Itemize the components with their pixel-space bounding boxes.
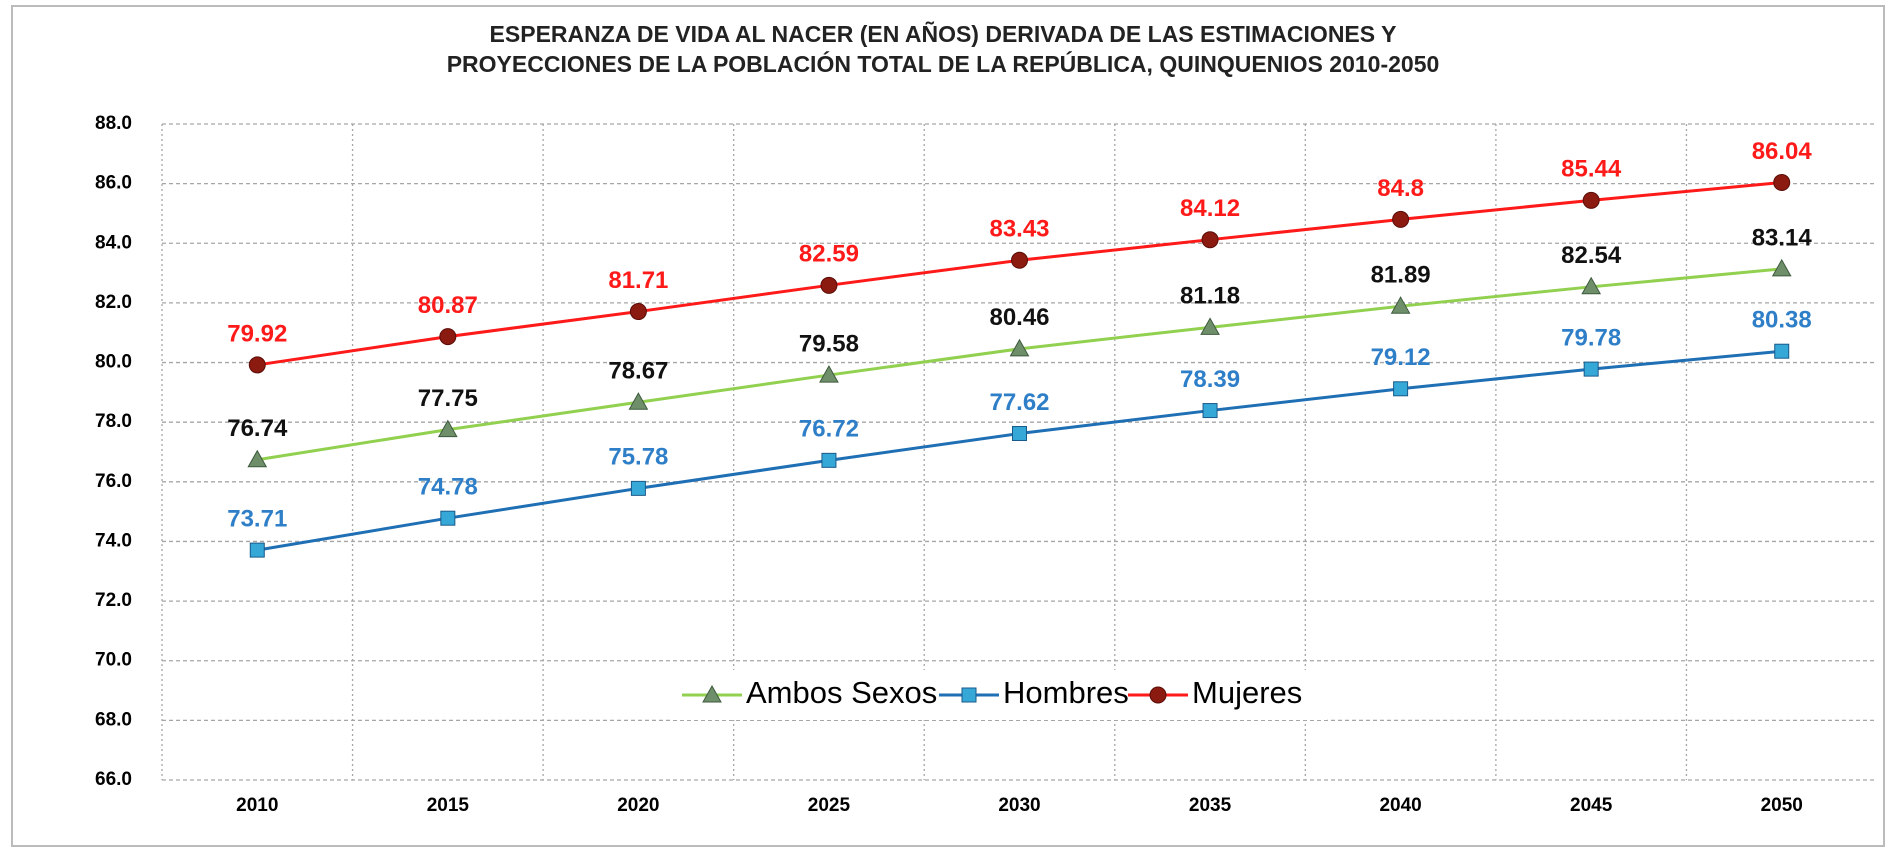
x-tick-label: 2040 [1379,795,1421,816]
chart-title: PROYECCIONES DE LA POBLACIÓN TOTAL DE LA… [447,50,1440,77]
data-label: 76.74 [227,415,288,442]
marker [1202,403,1218,419]
y-tick-label: 66.0 [95,769,132,790]
y-tick-label: 76.0 [95,471,132,492]
data-label: 73.71 [227,505,287,532]
marker [819,365,839,383]
marker [1201,231,1219,249]
x-tick-label: 2050 [1761,795,1803,816]
data-label: 85.44 [1561,156,1622,183]
marker [630,480,646,496]
marker [1011,251,1028,269]
y-tick-label: 78.0 [95,411,132,432]
marker [629,303,647,321]
marker [1773,173,1791,191]
marker [248,356,266,374]
marker [628,392,649,410]
y-tick-label: 68.0 [95,709,132,730]
data-label: 79.78 [1561,324,1621,351]
legend-label: Ambos Sexos [746,675,937,710]
marker [1200,317,1220,335]
marker [1393,381,1409,397]
data-label: 75.78 [608,444,668,471]
marker [702,684,722,703]
marker [1581,276,1602,295]
x-tick-label: 2015 [427,795,470,816]
data-label: 77.75 [418,385,478,412]
marker [1771,258,1792,277]
y-tick-label: 70.0 [95,650,132,671]
data-label: 77.62 [989,389,1049,416]
chart-title: ESPERANZA DE VIDA AL NACER (EN AÑOS) DER… [490,20,1397,47]
legend-label: Hombres [1003,675,1129,710]
x-tick-label: 2030 [998,795,1040,816]
marker [1582,191,1600,209]
data-label: 76.72 [799,416,859,443]
x-tick-label: 2045 [1570,795,1613,816]
marker [1012,426,1027,442]
marker [437,419,458,438]
y-tick-label: 84.0 [95,232,132,253]
marker [1583,361,1599,377]
data-label: 83.43 [989,216,1049,243]
data-label: 78.67 [608,358,668,385]
marker [1774,343,1790,359]
y-tick-label: 88.0 [95,113,132,134]
data-label: 79.58 [799,330,859,357]
marker [1390,296,1411,314]
marker [821,452,837,468]
data-label: 84.8 [1377,175,1424,202]
y-tick-label: 74.0 [95,530,132,551]
legend-label: Mujeres [1192,675,1302,710]
x-tick-label: 2025 [808,795,851,816]
data-label: 81.18 [1180,283,1240,310]
y-tick-label: 80.0 [95,352,132,373]
data-label: 81.89 [1371,262,1431,289]
x-tick-label: 2035 [1189,795,1232,816]
marker [961,687,977,703]
marker [1009,338,1030,357]
legend: Ambos Sexos Hombres Mujeres [672,670,1327,720]
data-label: 80.38 [1752,307,1812,334]
data-label: 80.87 [418,292,478,319]
y-tick-label: 82.0 [95,292,132,313]
data-label: 84.12 [1180,195,1240,222]
marker [439,328,457,346]
legend-box [672,670,1327,720]
data-label: 79.12 [1371,344,1431,371]
marker [440,510,456,526]
x-tick-label: 2020 [617,795,659,816]
data-label: 81.71 [608,267,668,294]
y-tick-label: 86.0 [95,173,132,194]
data-label: 86.04 [1752,138,1813,165]
marker [247,449,268,468]
data-label: 82.59 [799,241,859,268]
marker [820,276,838,294]
data-label: 78.39 [1180,366,1240,393]
data-label: 80.46 [989,304,1049,331]
data-label: 74.78 [418,474,478,501]
data-label: 79.92 [227,320,287,347]
data-label: 82.54 [1561,242,1622,269]
marker [249,542,265,558]
marker [1392,210,1410,228]
data-label: 83.14 [1752,224,1813,251]
marker [1149,686,1167,704]
x-tick-label: 2010 [236,795,278,816]
y-tick-label: 72.0 [95,590,132,611]
